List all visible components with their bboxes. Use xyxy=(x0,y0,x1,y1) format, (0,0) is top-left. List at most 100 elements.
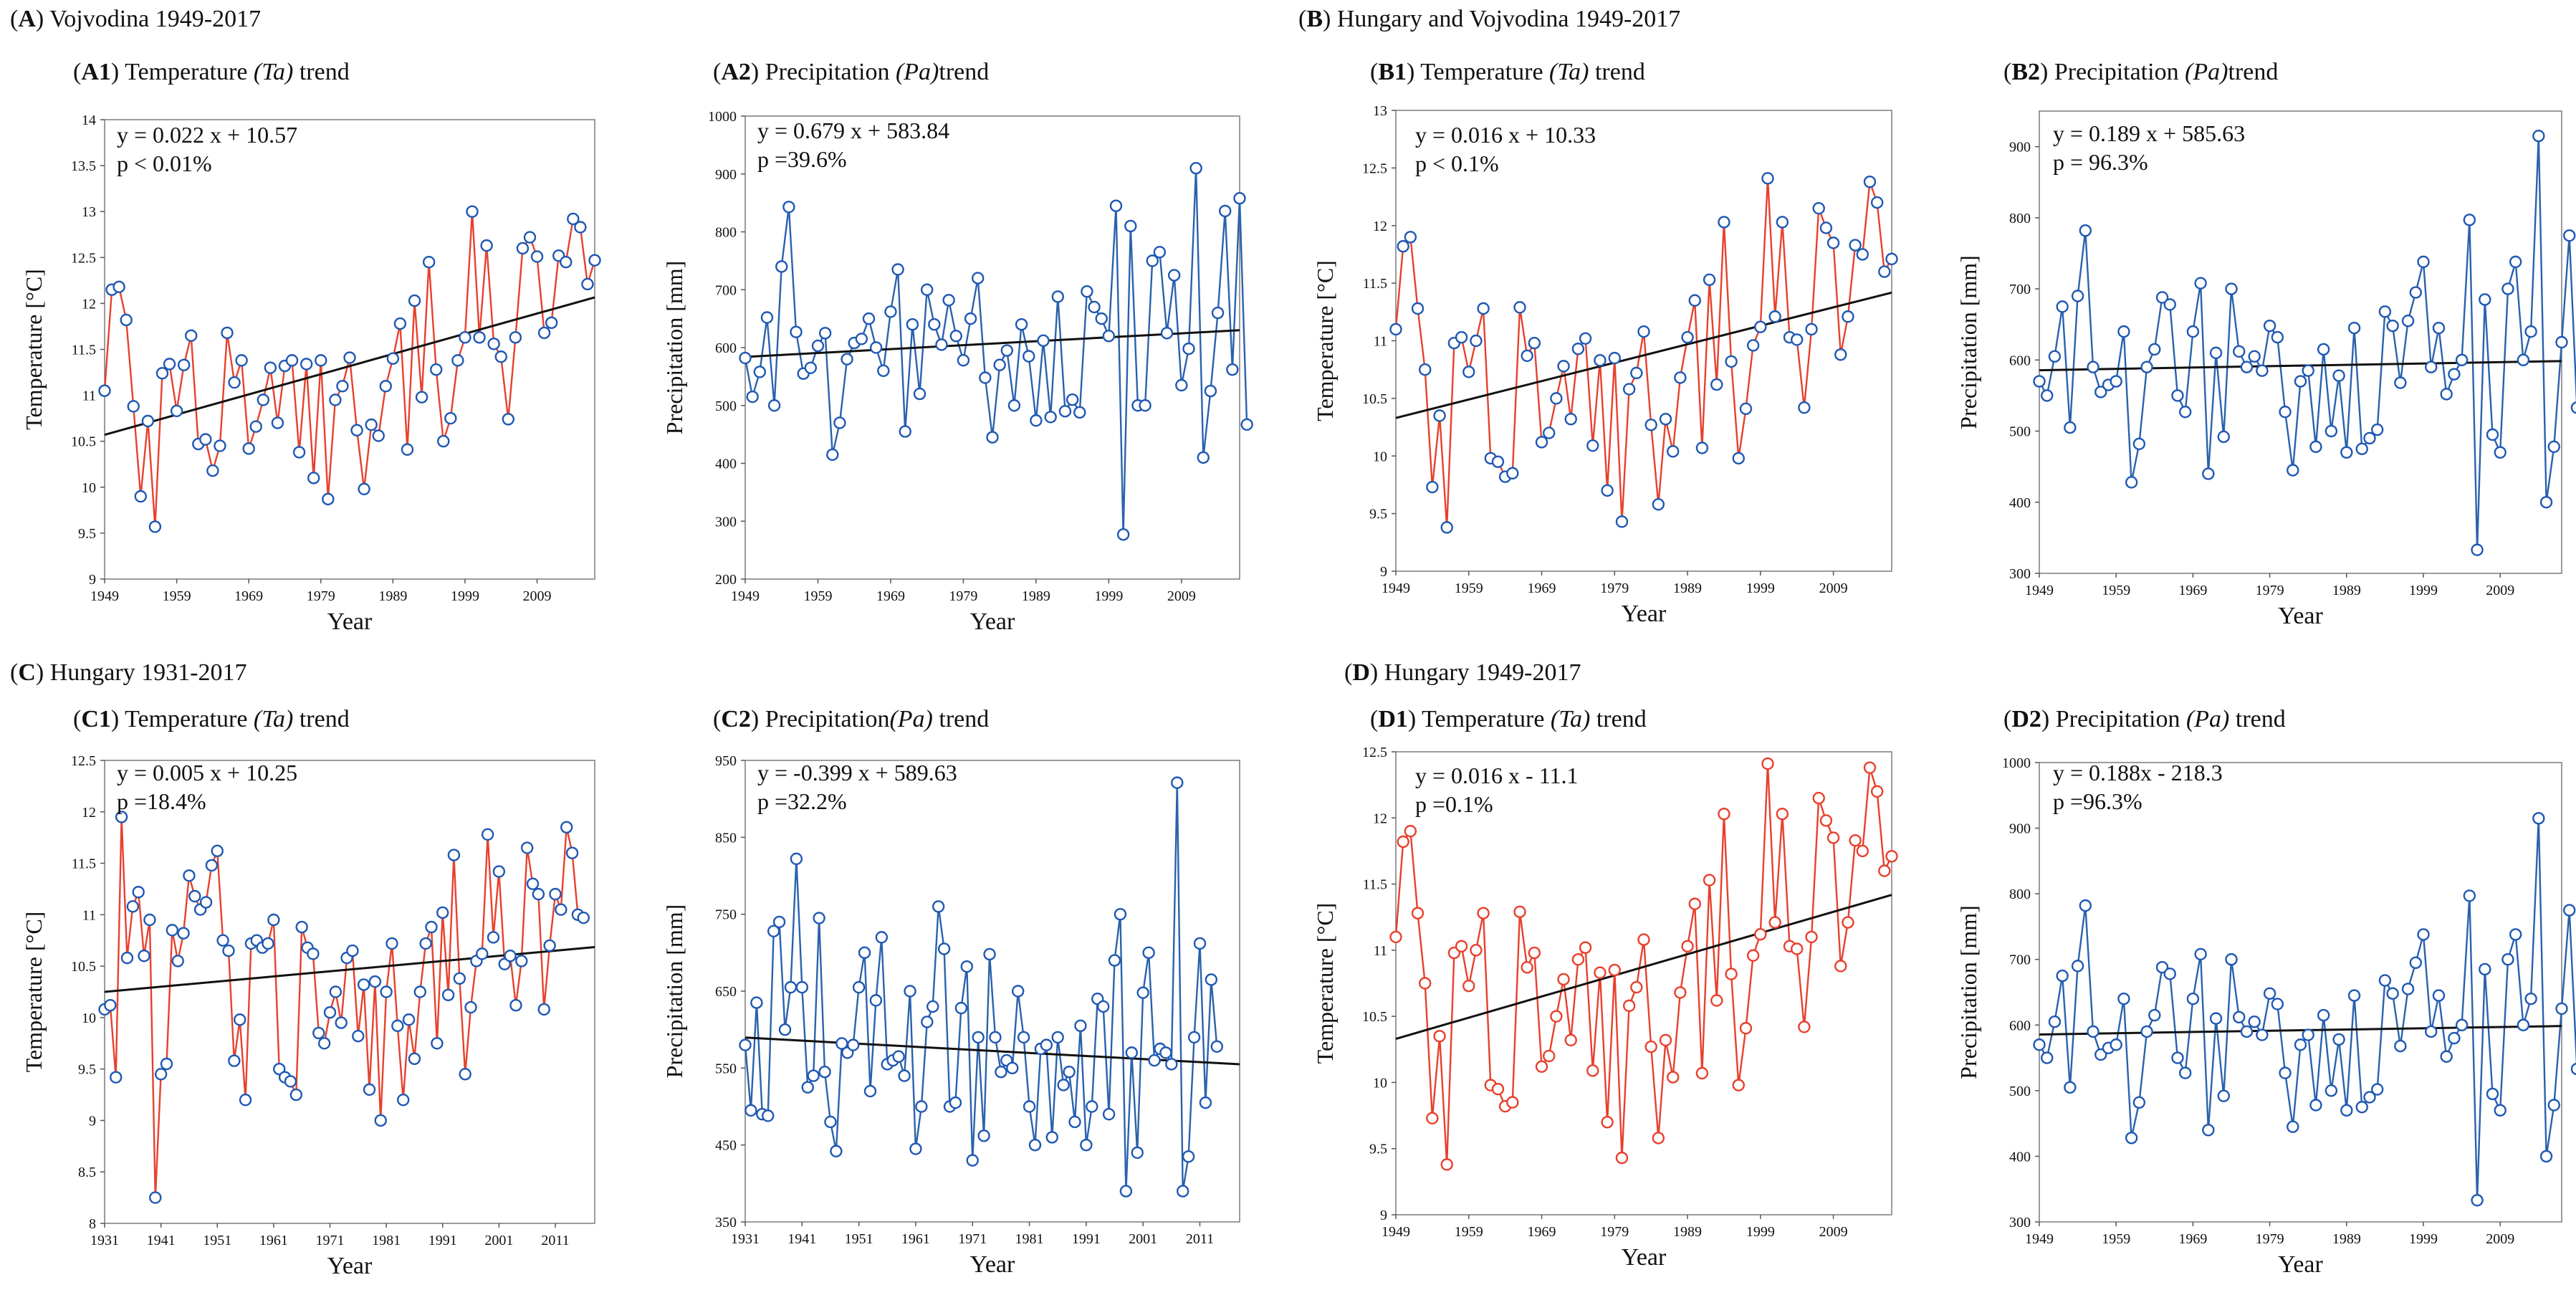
y-tick-label: 12 xyxy=(82,805,96,821)
equation-A1: y = 0.022 x + 10.57 p < 0.01% xyxy=(117,122,298,176)
data-point xyxy=(1608,351,1621,365)
data-point xyxy=(2309,1099,2322,1112)
data-point xyxy=(307,947,320,960)
data-point xyxy=(2409,956,2423,969)
data-point xyxy=(2079,899,2092,912)
equation-D2: y = 0.188x - 218.3 p =96.3% xyxy=(2053,760,2223,814)
x-tick-label: 1941 xyxy=(787,1231,816,1247)
data-point xyxy=(509,331,522,344)
data-point xyxy=(545,316,558,330)
data-point xyxy=(509,998,522,1012)
series-line xyxy=(2038,135,2576,550)
data-point xyxy=(2271,998,2284,1010)
data-point xyxy=(183,869,196,882)
data-point xyxy=(2079,224,2092,237)
data-point xyxy=(312,1026,325,1040)
data-point xyxy=(1057,1079,1070,1091)
data-point xyxy=(273,1062,286,1076)
data-point xyxy=(1068,1115,1081,1129)
data-point xyxy=(2394,1039,2407,1053)
data-point xyxy=(1659,413,1672,426)
x-tick-label: 1979 xyxy=(1600,580,1629,596)
y-tick-label: 12.5 xyxy=(1362,161,1387,176)
data-point xyxy=(935,338,948,351)
data-point xyxy=(1637,325,1650,338)
data-point xyxy=(1211,306,1225,320)
data-point xyxy=(115,811,128,823)
data-point xyxy=(1426,480,1439,494)
section-title-B: (B) Hungary and Vojvodina 1949-2017 xyxy=(1298,6,1681,32)
panel-title-C1: (C1) Temperature (Ta) trend xyxy=(73,706,350,732)
data-point xyxy=(1199,1096,1212,1109)
y-tick-label: 9 xyxy=(1380,564,1387,580)
data-point xyxy=(869,994,883,1007)
y-tick-label: 900 xyxy=(2009,140,2031,156)
data-point xyxy=(228,376,241,389)
data-point xyxy=(352,1030,365,1043)
data-point xyxy=(2501,953,2514,966)
data-point xyxy=(1023,350,1035,363)
data-point xyxy=(983,947,996,961)
y-axis-label: Precipitation [mm] xyxy=(661,904,687,1079)
data-point xyxy=(1630,366,1643,380)
data-point xyxy=(262,937,274,950)
data-point xyxy=(2363,1091,2376,1104)
data-point xyxy=(120,951,134,965)
x-tick-label: 1989 xyxy=(2332,583,2361,598)
data-point xyxy=(2186,325,2200,338)
data-point xyxy=(1023,1100,1036,1113)
data-point xyxy=(1404,231,1417,244)
data-point xyxy=(1176,1185,1189,1198)
data-point xyxy=(459,331,471,344)
data-point xyxy=(2140,1025,2153,1038)
data-point xyxy=(1615,515,1629,528)
data-point xyxy=(1197,451,1210,464)
data-point xyxy=(966,1154,979,1167)
data-point xyxy=(1754,928,1767,941)
data-point xyxy=(2432,989,2446,1002)
y-tick-label: 8.5 xyxy=(78,1165,96,1180)
y-tick-label: 450 xyxy=(715,1138,737,1154)
data-point xyxy=(2225,282,2238,295)
data-point xyxy=(2532,812,2545,825)
data-point xyxy=(1849,239,1862,252)
data-point xyxy=(2125,476,2138,489)
data-point xyxy=(2087,1025,2099,1038)
data-point xyxy=(1834,960,1847,973)
data-point xyxy=(537,326,551,340)
data-point xyxy=(1885,850,1898,863)
data-point xyxy=(1086,1100,1098,1113)
data-point xyxy=(1462,979,1475,993)
data-point xyxy=(753,366,766,378)
y-tick-label: 9 xyxy=(1380,1208,1387,1223)
data-point xyxy=(1688,897,1701,910)
data-point xyxy=(2463,889,2476,902)
x-tick-label: 2009 xyxy=(1167,588,1196,604)
y-tick-label: 1000 xyxy=(708,109,737,125)
data-point xyxy=(2194,277,2207,290)
data-point xyxy=(1136,986,1149,999)
data-point xyxy=(2110,1038,2122,1051)
data-point xyxy=(492,865,506,878)
data-point xyxy=(2240,360,2254,373)
x-tick-label: 1979 xyxy=(949,588,977,604)
data-point xyxy=(913,387,927,401)
x-tick-label: 1971 xyxy=(315,1233,344,1248)
y-tick-label: 10.5 xyxy=(71,434,96,450)
data-point xyxy=(818,1065,831,1079)
data-point xyxy=(1426,1112,1439,1124)
data-point xyxy=(841,353,853,366)
y-tick-label: 11 xyxy=(82,388,96,404)
y-tick-label: 11 xyxy=(82,907,96,923)
data-point xyxy=(1108,954,1121,967)
y-tick-label: 300 xyxy=(715,514,737,530)
data-point xyxy=(2125,1132,2138,1145)
data-point xyxy=(2417,928,2430,941)
data-point xyxy=(1594,354,1607,367)
data-point xyxy=(481,828,494,841)
data-point xyxy=(380,985,393,998)
data-point xyxy=(2202,1124,2215,1137)
chart-C2: 350 450 550 650 750 850 950 1931 1941 1951 1961 197… xyxy=(661,753,1240,1278)
data-point xyxy=(790,325,803,338)
series-line xyxy=(744,783,1218,1192)
